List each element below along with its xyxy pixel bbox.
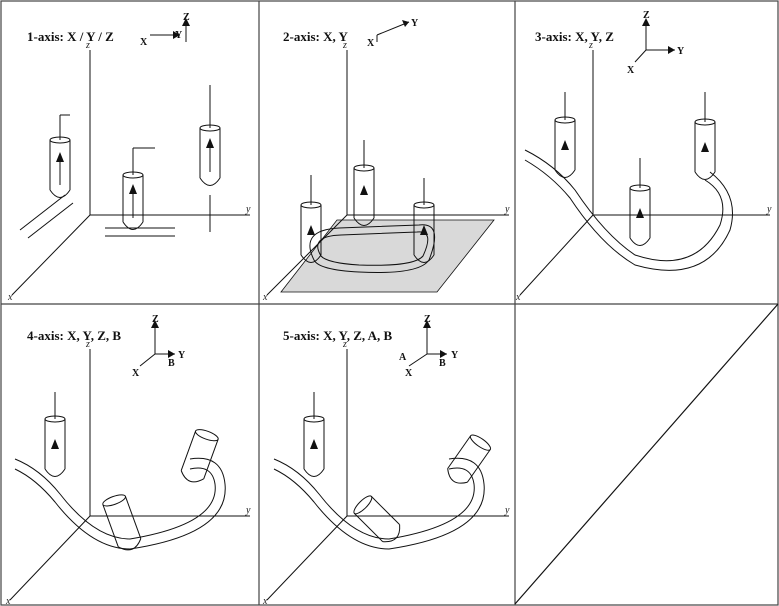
- svg-text:x: x: [262, 596, 268, 606]
- x-axis: [519, 214, 594, 296]
- svg-text:Z: Z: [643, 10, 650, 21]
- svg-text:x: x: [5, 596, 11, 606]
- svg-text:z: z: [85, 40, 90, 51]
- panel-title: 2-axis: X, Y: [283, 29, 348, 44]
- svg-text:X: X: [405, 368, 413, 379]
- svg-text:X: X: [367, 38, 375, 49]
- svg-text:Y: Y: [451, 350, 459, 361]
- empty-panel-diagonal: [514, 303, 779, 605]
- svg-text:y: y: [766, 204, 772, 215]
- svg-text:x: x: [515, 292, 521, 303]
- x-axis: [11, 214, 91, 296]
- panel-1-drawing: z y x Z X Y: [7, 12, 251, 303]
- svg-text:y: y: [245, 505, 251, 516]
- x-axis: [9, 515, 91, 601]
- panel-4-axis: 4-axis: X, Y, Z, B: [0, 304, 259, 606]
- svg-text:Z: Z: [183, 12, 190, 23]
- svg-text:Y: Y: [175, 30, 183, 41]
- panel-2-drawing: z y x X Y: [262, 18, 510, 303]
- panel-title: 5-axis: X, Y, Z, A, B: [283, 328, 393, 343]
- svg-text:z: z: [342, 339, 347, 350]
- svg-text:Y: Y: [178, 350, 186, 361]
- svg-text:x: x: [262, 292, 268, 303]
- svg-text:Y: Y: [677, 46, 685, 57]
- svg-text:y: y: [504, 204, 510, 215]
- svg-text:Y: Y: [411, 18, 419, 29]
- panel-title: 3-axis: X, Y, Z: [535, 29, 614, 44]
- svg-text:z: z: [342, 40, 347, 51]
- panel-title: 4-axis: X, Y, Z, B: [27, 328, 122, 343]
- panel-5-axis: 5-axis: X, Y, Z, A, B: [259, 304, 515, 606]
- panel-2-axis: 2-axis: X, Y: [259, 0, 515, 304]
- panel-empty: [515, 304, 779, 606]
- svg-text:y: y: [504, 505, 510, 516]
- svg-text:Z: Z: [424, 314, 431, 325]
- work-plane: [280, 219, 495, 293]
- svg-text:X: X: [627, 65, 635, 76]
- svg-text:z: z: [85, 339, 90, 350]
- svg-text:A: A: [399, 352, 407, 363]
- panel-4-drawing: z y x Z X Y B: [5, 314, 251, 606]
- svg-text:X: X: [132, 368, 140, 379]
- svg-text:x: x: [7, 292, 13, 303]
- x-axis: [266, 515, 348, 601]
- svg-text:B: B: [168, 358, 175, 369]
- panel-3-axis: 3-axis: X, Y, Z: [515, 0, 779, 304]
- svg-text:B: B: [439, 358, 446, 369]
- svg-text:y: y: [245, 204, 251, 215]
- panel-3-drawing: z y x Z X Y: [515, 10, 772, 303]
- panel-title: 1-axis: X / Y / Z: [27, 29, 114, 44]
- svg-text:Z: Z: [152, 314, 159, 325]
- svg-text:X: X: [140, 37, 148, 48]
- panel-5-drawing: z y x Z X Y A B: [262, 314, 510, 606]
- panel-1-axis: 1-axis: X / Y / Z: [0, 0, 259, 304]
- svg-text:z: z: [588, 40, 593, 51]
